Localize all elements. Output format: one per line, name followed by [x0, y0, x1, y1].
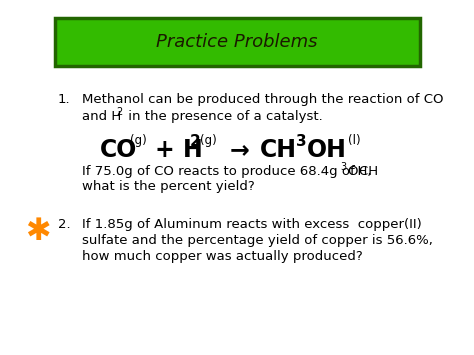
Text: Methanol can be produced through the reaction of CO: Methanol can be produced through the rea… — [82, 93, 444, 106]
Text: OH,: OH, — [347, 165, 372, 178]
Text: (l): (l) — [348, 134, 361, 147]
Text: sulfate and the percentage yield of copper is 56.6%,: sulfate and the percentage yield of copp… — [82, 234, 433, 247]
Text: →: → — [230, 138, 250, 162]
Text: ✱: ✱ — [25, 218, 51, 246]
Text: and H: and H — [82, 110, 121, 123]
Text: 3: 3 — [340, 162, 346, 172]
Text: If 75.0g of CO reacts to produce 68.4g of CH: If 75.0g of CO reacts to produce 68.4g o… — [82, 165, 378, 178]
Text: CO: CO — [100, 138, 137, 162]
Text: 2: 2 — [190, 134, 201, 149]
Text: (g): (g) — [200, 134, 217, 147]
Text: + H: + H — [155, 138, 203, 162]
Text: If 1.85g of Aluminum reacts with excess  copper(II): If 1.85g of Aluminum reacts with excess … — [82, 218, 422, 231]
Text: in the presence of a catalyst.: in the presence of a catalyst. — [124, 110, 323, 123]
Text: how much copper was actually produced?: how much copper was actually produced? — [82, 250, 363, 263]
Text: (g): (g) — [130, 134, 147, 147]
Text: 2: 2 — [116, 107, 122, 117]
Text: OH: OH — [307, 138, 347, 162]
Text: 3: 3 — [296, 134, 307, 149]
Text: CH: CH — [260, 138, 297, 162]
Text: 1.: 1. — [58, 93, 71, 106]
FancyBboxPatch shape — [55, 18, 420, 66]
Text: what is the percent yield?: what is the percent yield? — [82, 180, 255, 193]
Text: Practice Problems: Practice Problems — [156, 33, 318, 51]
Text: 2.: 2. — [58, 218, 71, 231]
